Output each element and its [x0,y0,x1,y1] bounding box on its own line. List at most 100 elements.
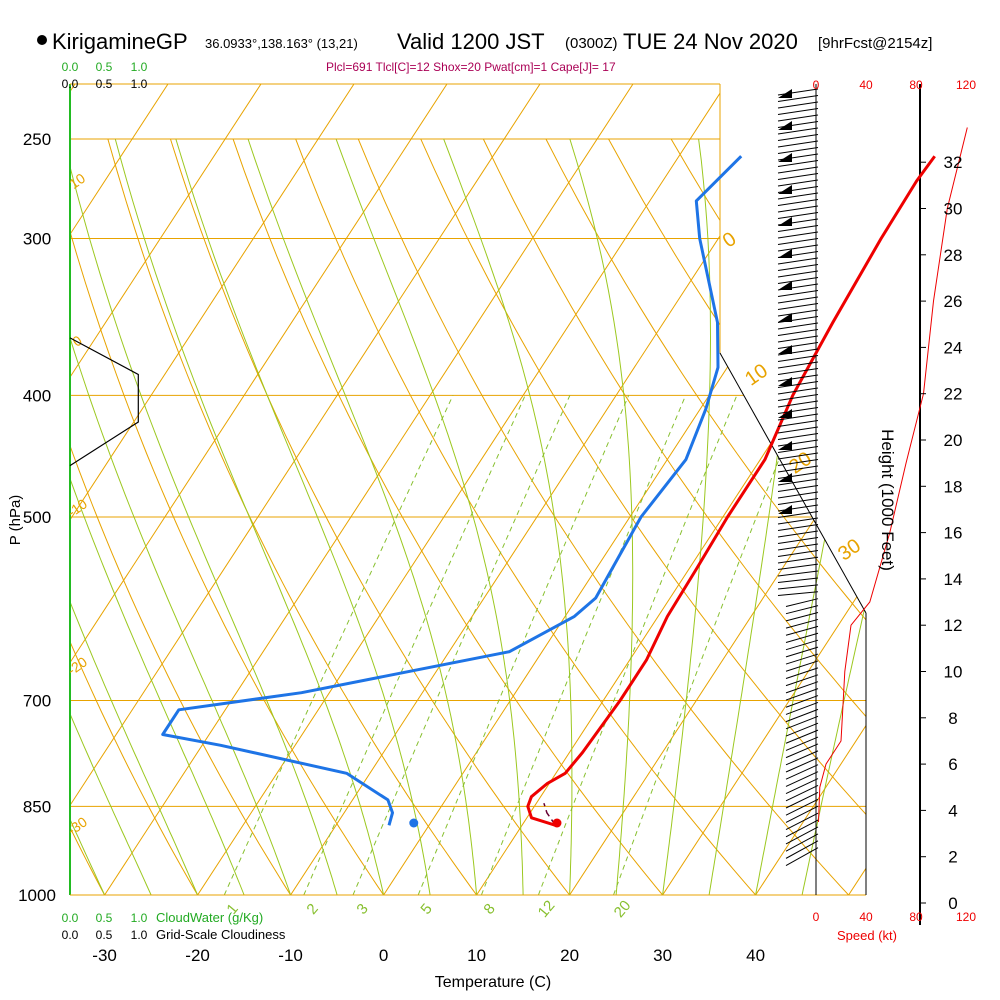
wind-speed-line [818,127,968,823]
wind-barb [785,771,819,787]
wind-barb [785,632,819,643]
dry-adiabat-line [70,139,199,895]
moist-adiabat-line [662,139,712,895]
height-tick: 14 [944,570,963,589]
temperature-tick: -30 [92,946,117,965]
wind-barb [777,517,819,525]
isotherm-label: 0 [69,332,85,350]
height-tick: 22 [944,385,963,404]
mixing-ratio-label: 2 [303,900,321,917]
cloud-water-tick-top: 0.5 [96,60,113,74]
isotherm-line [70,84,262,895]
wind-barb [777,491,819,499]
wind-barb [777,543,819,551]
wind-barb [785,778,819,795]
wind-barb [777,101,819,109]
isotherm-line [70,84,541,895]
cloud-water-tick-bottom: 0.0 [62,911,79,925]
wind-barb [777,95,819,102]
wind-barb [777,407,819,414]
wind-barb [777,478,819,486]
wind-barb [777,231,819,239]
moist-adiabat-line [114,138,385,895]
wind-barb [777,556,819,564]
moist-adiabat-line [335,138,524,895]
height-tick: 24 [944,338,963,357]
wind-barb [777,524,819,531]
wind-barb [777,420,819,427]
temperature-tick: 0 [379,946,388,965]
wind-barb [777,257,819,265]
speed-tick-bottom: 0 [813,910,820,924]
wind-barb-flag [778,121,792,130]
isotherm-line [70,84,448,895]
isotherm-label: 0 [719,228,741,252]
wind-barb [777,413,819,421]
wind-barb [785,688,819,701]
wind-barb [785,646,819,658]
isotherm-line [70,84,169,895]
wind-barb [777,570,819,577]
wind-barb [785,826,819,845]
wind-barb-flag [778,409,792,418]
cloudiness-tick-bottom: 0.5 [96,928,113,942]
isotherm-label: 30 [834,535,865,566]
mixing-ratio-line [223,395,454,895]
wind-barb [777,446,819,453]
cloud-water-label: CloudWater (g/Kg) [156,910,263,925]
temperature-tick: 10 [467,946,486,965]
mixing-ratio-label: 3 [353,900,371,917]
station-coords: 36.0933°,138.163° (13,21) [205,36,358,51]
moist-adiabat-line [569,138,634,895]
dewpoint-line [161,155,743,826]
height-tick: 2 [948,848,957,867]
wind-barb [785,847,819,867]
axis-labels: P (hPa) Temperature (C) Height (1000 Fee… [7,429,897,991]
temperature-tick: -10 [278,946,303,965]
height-tick: 4 [948,801,957,820]
cloud-water-tick-bottom: 1.0 [131,911,148,925]
wind-barb [777,577,819,583]
wind-barb [785,605,819,615]
surface-temperature-dot [552,818,562,828]
header: KirigamineGP 36.0933°,138.163° (13,21) V… [37,29,932,74]
pressure-tick: 850 [23,797,51,816]
temperature-tick: 30 [653,946,672,965]
wind-barb [785,681,819,694]
wind-barb-flag [778,89,792,98]
height-tick: 12 [944,616,963,635]
wind-barb [785,743,819,759]
wind-barb-flag [778,313,792,322]
surface-dewpoint-dot [409,818,419,828]
wind-barb [777,426,819,434]
wind-barb [777,563,819,570]
wind-barb [777,322,819,330]
wind-barb [777,192,819,200]
wind-barb-flag [778,249,792,258]
wind-barb [785,639,819,651]
station-marker-icon [37,35,47,45]
wind-barb [777,530,819,538]
wind-barb [777,342,819,349]
dry-adiabat-line [232,138,663,895]
parcel-line [543,802,557,826]
isotherm-line [476,84,866,895]
cloudiness-tick-bottom: 1.0 [131,928,148,942]
wind-barb [785,805,819,823]
speed-tick-top: 80 [909,78,923,92]
isotherm-label: -20 [64,653,90,678]
pressure-tick: 500 [23,508,51,527]
wind-barb [777,368,819,375]
dry-adiabat-line [70,138,292,895]
wind-barb [777,140,819,148]
wind-barb [785,653,819,665]
mixing-ratio-label: 8 [480,900,498,917]
dry-adiabat-line [420,138,866,895]
speed-tick-bottom: 120 [956,910,976,924]
mixing-ratio-line [352,395,571,895]
moist-adiabat-line [247,138,478,895]
wind-barb [777,303,819,310]
temperature-line [526,155,936,827]
moist-adiabat-line [801,138,866,895]
